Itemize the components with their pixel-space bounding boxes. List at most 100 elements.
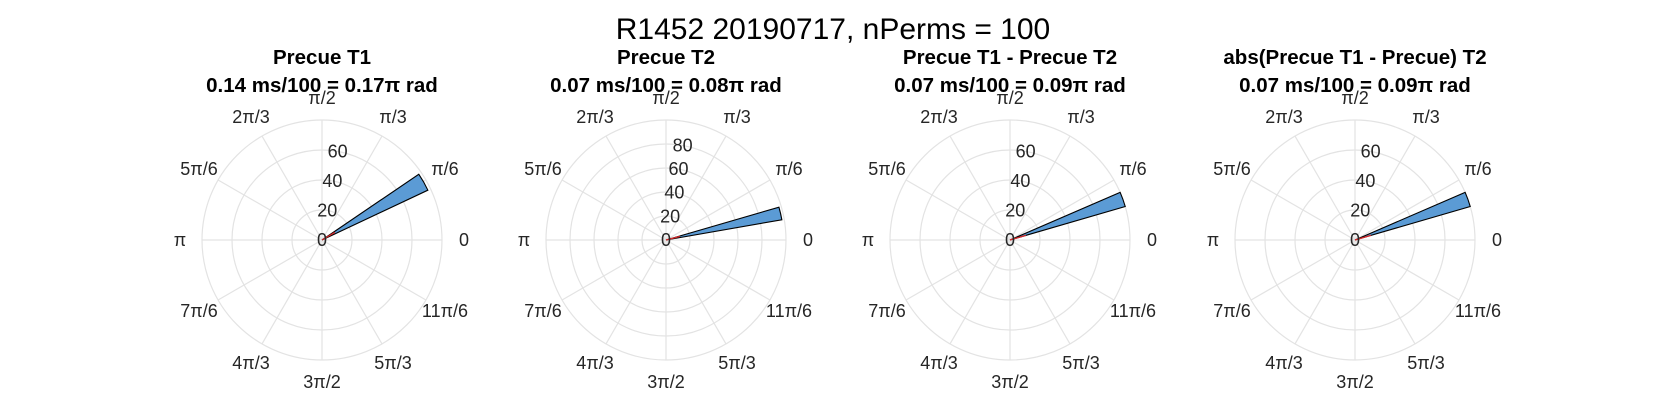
angular-tick-label: π/2 <box>652 88 679 108</box>
angular-gridline <box>1250 179 1356 241</box>
angular-gridline <box>217 239 323 301</box>
angular-tick-label: π/6 <box>775 159 802 179</box>
angular-tick-label: 0 <box>1147 230 1157 250</box>
radial-tick-label: 0 <box>1005 230 1015 250</box>
radial-tick-label: 20 <box>1350 200 1370 220</box>
angular-gridline <box>949 135 1011 241</box>
panel-subtitle: 0.07 ms/100 = 0.09π rad <box>894 74 1126 97</box>
angular-gridline <box>665 135 727 241</box>
mean-vector-line <box>1009 234 1027 241</box>
radial-tick-label: 40 <box>664 183 684 203</box>
angular-tick-label: 3π/2 <box>991 372 1028 392</box>
angular-gridline <box>665 179 771 241</box>
angular-gridline <box>1009 239 1071 345</box>
angular-tick-label: π/2 <box>996 88 1023 108</box>
angular-tick-label: 4π/3 <box>920 353 957 373</box>
angular-gridline <box>1354 179 1460 241</box>
angular-gridline <box>217 179 323 241</box>
polar-panel-precue-t1: Precue T1 0.14 ms/100 = 0.17π rad 0 20 40 6… <box>174 46 469 392</box>
angular-tick-label: 2π/3 <box>232 107 269 127</box>
angular-gridline <box>665 239 771 301</box>
angular-tick-label: 2π/3 <box>920 107 957 127</box>
angular-tick-label: 5π/3 <box>1062 353 1099 373</box>
angular-tick-label: 5π/6 <box>524 159 561 179</box>
angular-tick-label: π <box>1207 230 1219 250</box>
radial-tick-label: 20 <box>1005 200 1025 220</box>
angular-tick-label: 0 <box>803 230 813 250</box>
angular-tick-label: 11π/6 <box>1110 301 1156 321</box>
radial-tick-label: 20 <box>317 200 337 220</box>
angular-tick-label: 4π/3 <box>576 353 613 373</box>
panel-title: Precue T1 <box>273 46 371 69</box>
histogram-bin <box>1009 191 1126 241</box>
polar-panel-precue-t2: Precue T2 0.07 ms/100 = 0.08π rad 0 20 40 6… <box>518 46 813 392</box>
mean-vector-line <box>1354 234 1372 241</box>
radial-tick-label: 40 <box>1355 171 1375 191</box>
panel-title: Precue T2 <box>617 46 715 69</box>
radial-tick-label: 0 <box>317 230 327 250</box>
angular-tick-label: 5π/3 <box>374 353 411 373</box>
angular-tick-label: 0 <box>1492 230 1502 250</box>
angular-tick-label: π <box>174 230 186 250</box>
angular-gridline <box>321 135 383 241</box>
radial-tick-label: 20 <box>660 206 680 226</box>
angular-tick-label: π/6 <box>1464 159 1491 179</box>
angular-tick-label: π <box>518 230 530 250</box>
angular-gridline <box>1009 135 1071 241</box>
angular-tick-label: 11π/6 <box>766 301 812 321</box>
angular-tick-label: 4π/3 <box>1265 353 1302 373</box>
angular-gridline <box>561 179 667 241</box>
angular-gridline <box>1250 239 1356 301</box>
angular-tick-label: π/6 <box>431 159 458 179</box>
angular-tick-label: 7π/6 <box>868 301 905 321</box>
angular-tick-label: π/3 <box>1412 107 1439 127</box>
angular-gridline <box>1354 239 1460 301</box>
angular-gridline <box>1294 135 1356 241</box>
angular-gridline <box>1009 239 1115 301</box>
angular-tick-label: 2π/3 <box>576 107 613 127</box>
mean-vector-line <box>321 231 336 241</box>
angular-tick-label: π/2 <box>308 88 335 108</box>
angular-gridline <box>605 239 667 345</box>
radial-tick-label: 40 <box>1010 171 1030 191</box>
angular-tick-label: 5π/3 <box>718 353 755 373</box>
angular-tick-label: 3π/2 <box>303 372 340 392</box>
angular-tick-label: π <box>862 230 874 250</box>
angular-tick-label: 5π/3 <box>1407 353 1444 373</box>
radial-tick-label: 60 <box>328 141 348 161</box>
polar-panel-difference: Precue T1 - Precue T2 0.07 ms/100 = 0.09… <box>862 46 1157 392</box>
angular-gridline <box>321 239 427 301</box>
angular-gridline <box>949 239 1011 345</box>
angular-tick-label: 5π/6 <box>868 159 905 179</box>
angular-gridline <box>665 239 727 345</box>
angular-gridline <box>561 239 667 301</box>
radial-tick-label: 60 <box>668 159 688 179</box>
angular-gridline <box>605 135 667 241</box>
angular-tick-label: 3π/2 <box>1336 372 1373 392</box>
angular-tick-label: π/3 <box>379 107 406 127</box>
angular-gridline <box>905 239 1011 301</box>
radial-tick-label: 0 <box>1350 230 1360 250</box>
radial-tick-label: 80 <box>673 135 693 155</box>
angular-tick-label: 11π/6 <box>422 301 468 321</box>
angular-gridline <box>1354 135 1416 241</box>
angular-tick-label: 7π/6 <box>1213 301 1250 321</box>
angular-tick-label: π/6 <box>1119 159 1146 179</box>
angular-gridline <box>1354 239 1416 345</box>
angular-tick-label: 3π/2 <box>647 372 684 392</box>
angular-tick-label: π/3 <box>1067 107 1094 127</box>
panel-subtitle: 0.07 ms/100 = 0.08π rad <box>550 74 782 97</box>
polar-panel-abs-difference: abs(Precue T1 - Precue) T2 0.07 ms/100 =… <box>1207 46 1502 392</box>
angular-gridline <box>321 239 383 345</box>
angular-gridline <box>261 239 323 345</box>
mean-vector-line <box>665 235 681 241</box>
angular-tick-label: 5π/6 <box>180 159 217 179</box>
angular-tick-label: π/2 <box>1341 88 1368 108</box>
angular-tick-label: 0 <box>459 230 469 250</box>
panel-title: Precue T1 - Precue T2 <box>903 46 1117 69</box>
angular-tick-label: 2π/3 <box>1265 107 1302 127</box>
radial-tick-label: 0 <box>661 230 671 250</box>
histogram-bin <box>665 206 783 241</box>
angular-tick-label: π/3 <box>723 107 750 127</box>
